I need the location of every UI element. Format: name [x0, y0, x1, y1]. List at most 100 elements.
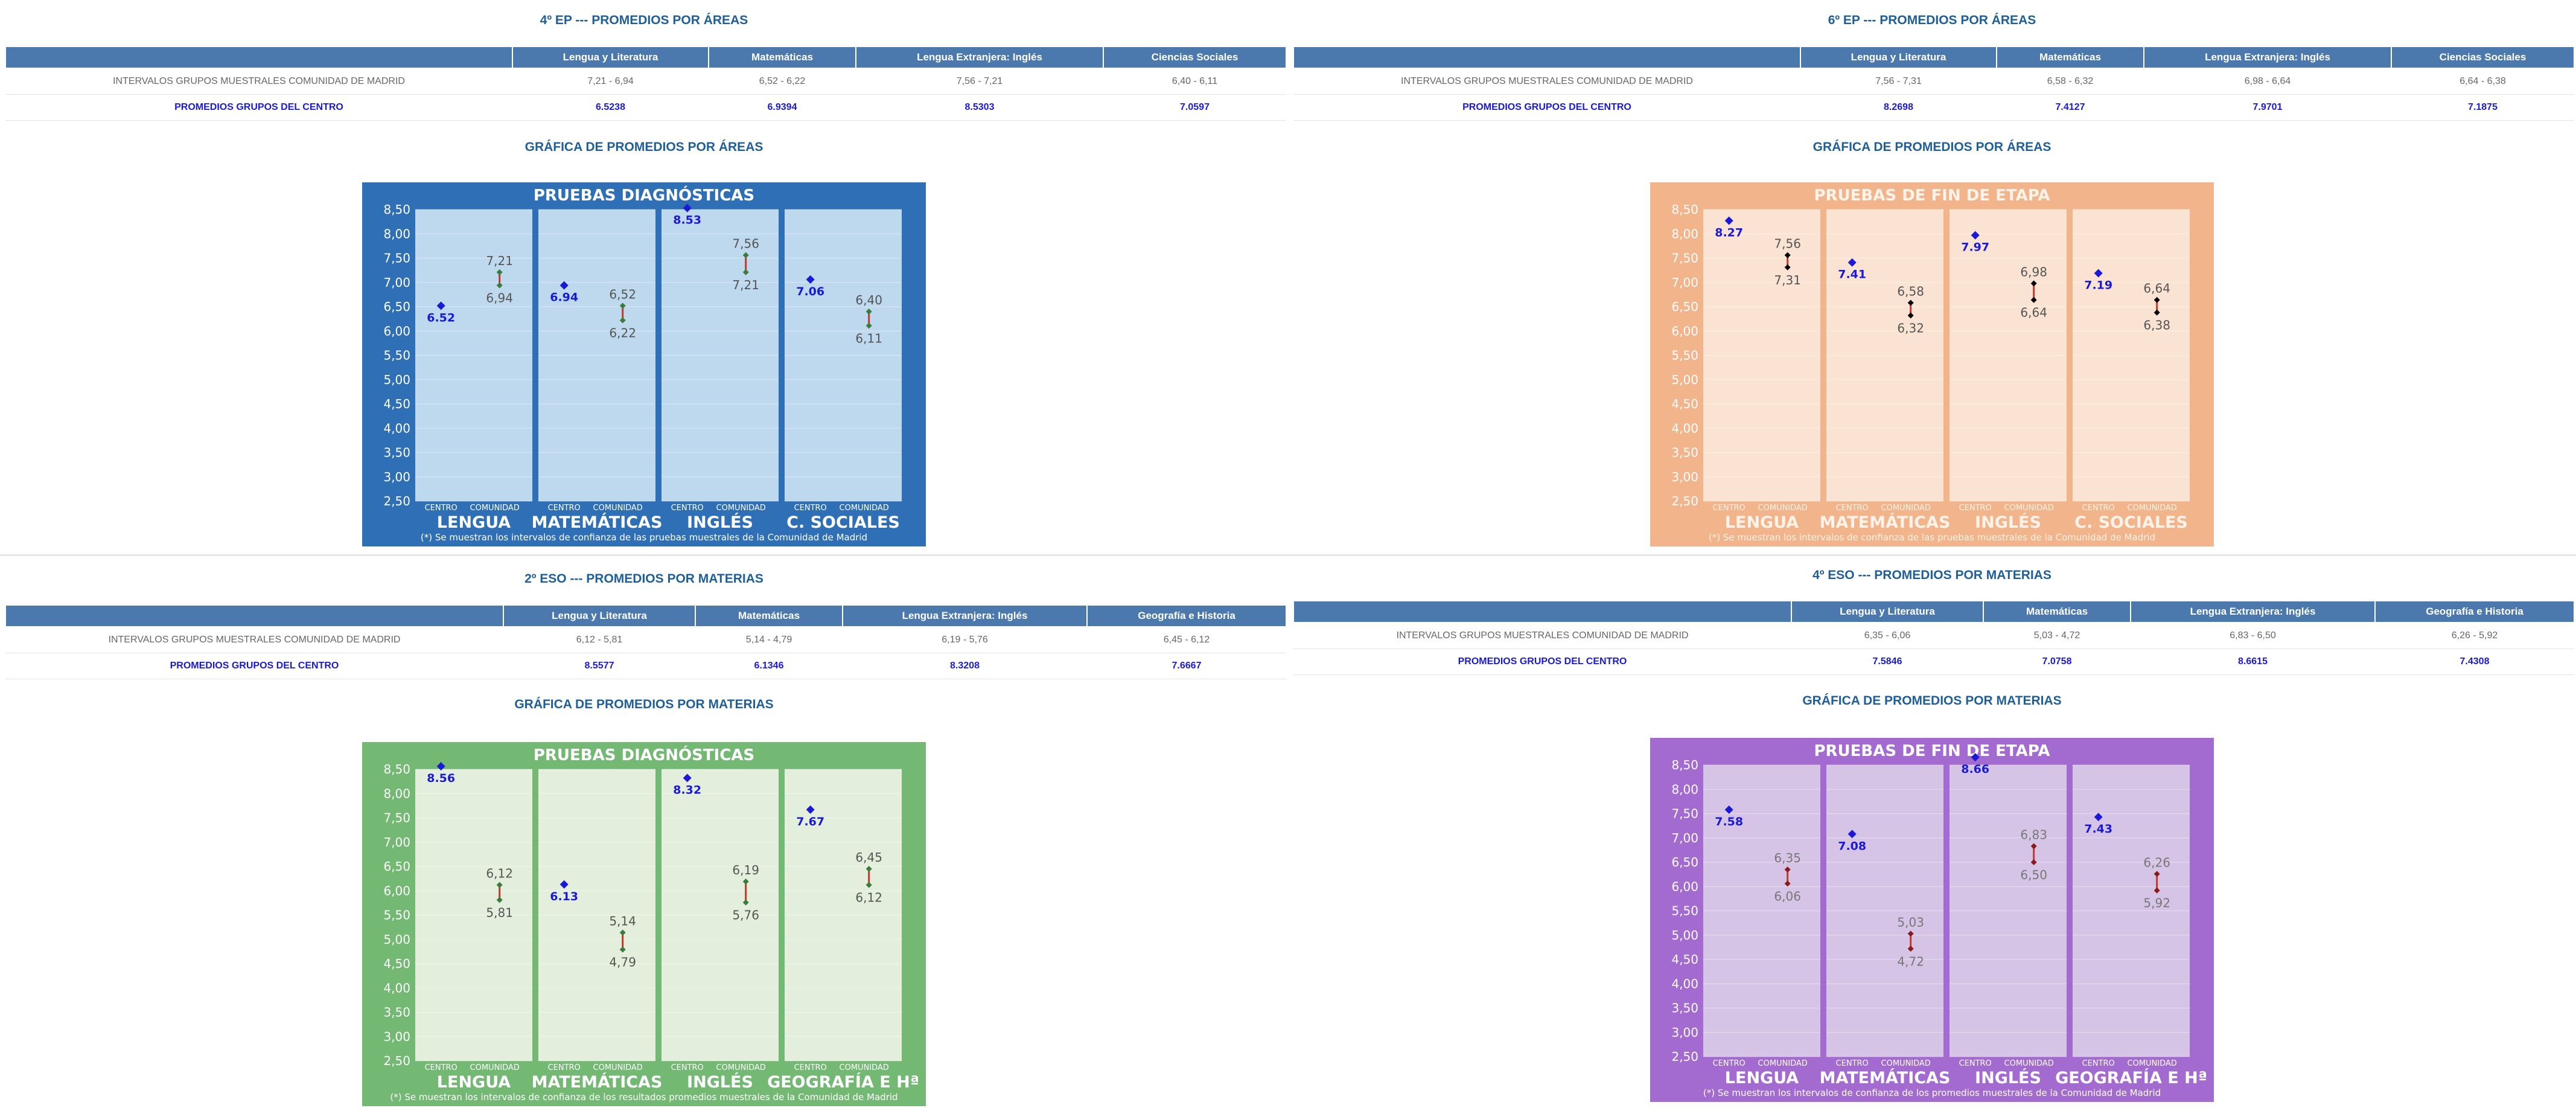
category-label: C. SOCIALES — [786, 513, 900, 532]
table-cell: 8.6615 — [2131, 648, 2375, 675]
sub-label-centro: CENTRO — [1959, 504, 1992, 513]
interval-high-label: 6,64 — [2143, 281, 2170, 296]
centro-value-label: 8.27 — [1715, 226, 1743, 240]
table-cell: 7,21 - 6,94 — [512, 68, 709, 95]
sub-label-comunidad: COMUNIDAD — [470, 504, 520, 513]
interval-high-label: 6,35 — [1774, 851, 1801, 865]
header-sociales: Ciencias Sociales — [2391, 46, 2575, 69]
category-label: MATEMÁTICAS — [1820, 513, 1951, 532]
y-tick-label: 7,50 — [1671, 251, 1698, 266]
category-panel — [662, 769, 779, 1061]
interval-high-point — [742, 252, 749, 258]
table-cell: 7.6667 — [1087, 653, 1286, 679]
sub-label-comunidad: COMUNIDAD — [2004, 1059, 2054, 1068]
interval-low-point — [619, 946, 626, 953]
interval-high-label: 6,19 — [732, 863, 759, 877]
y-tick-label: 5,50 — [383, 908, 410, 923]
category-panel — [2073, 210, 2190, 501]
chart-footnote: (*) Se muestran los intervalos de confia… — [1709, 532, 2155, 543]
table-cell: 7.1875 — [2391, 94, 2574, 121]
y-tick-label: 8,50 — [1671, 202, 1698, 217]
table-cell: 6.1346 — [695, 653, 843, 679]
table-cell: 7.0758 — [1983, 648, 2131, 675]
row-label-intervals: INTERVALOS GRUPOS MUESTRALES COMUNIDAD D… — [5, 68, 512, 95]
sub-label-comunidad: COMUNIDAD — [593, 504, 643, 513]
sub-label-centro: CENTRO — [2082, 1059, 2115, 1068]
section-6ep: 6º EP --- PROMEDIOS POR ÁREAS Lengua y L… — [1288, 0, 2576, 556]
interval-low-point — [619, 317, 626, 324]
sub-label-centro: CENTRO — [548, 504, 581, 513]
interval-high-point — [496, 882, 503, 888]
interval-high-label: 7,56 — [1774, 237, 1801, 251]
table-cell: 7.0597 — [1103, 94, 1286, 121]
centro-point — [806, 805, 815, 814]
interval-low-point — [742, 899, 749, 906]
results-table: Lengua y Literatura Matemáticas Lengua E… — [1293, 600, 2575, 675]
table-cell: 6,52 - 6,22 — [709, 68, 856, 95]
y-tick-label: 8,00 — [383, 226, 410, 241]
table-cell: 7.5846 — [1791, 648, 1983, 675]
category-label: LENGUA — [1725, 1069, 1799, 1087]
table-cell: 7,56 - 7,21 — [856, 68, 1103, 95]
category-label: INGLÉS — [687, 513, 753, 532]
interval-high-point — [866, 309, 872, 315]
y-tick-label: 5,50 — [383, 348, 410, 363]
interval-low-label: 6,22 — [609, 326, 636, 341]
y-tick-label: 3,50 — [1671, 1001, 1698, 1016]
interval-high-point — [866, 866, 872, 872]
y-tick-label: 3,00 — [1671, 1025, 1698, 1040]
interval-high-point — [1907, 299, 1914, 306]
category-label: MATEMÁTICAS — [532, 1072, 663, 1092]
centro-point — [1971, 753, 1980, 762]
chart-svg: PRUEBAS DE FIN DE ETAPA 8,50 8,00 7,50 7,00 6… — [1650, 182, 2214, 546]
interval-low-point — [496, 282, 503, 289]
table-cell: 6,45 - 6,12 — [1087, 627, 1286, 653]
header-matematicas: Matemáticas — [1996, 46, 2144, 69]
y-tick-label: 8,00 — [1671, 226, 1698, 241]
y-tick-label: 6,00 — [1671, 324, 1698, 338]
interval-low-label: 6,94 — [486, 291, 513, 306]
results-table: Lengua y Literatura Matemáticas Lengua E… — [5, 46, 1287, 121]
y-tick-label: 6,50 — [1671, 855, 1698, 869]
section-2eso: 2º ESO --- PROMEDIOS POR MATERIAS Lengua… — [0, 559, 1288, 1111]
row-label-centro: PROMEDIOS GRUPOS DEL CENTRO — [1293, 94, 1800, 121]
category-panel — [785, 210, 902, 501]
y-tick-label: 4,00 — [1671, 421, 1698, 435]
results-table: Lengua y Literatura Matemáticas Lengua E… — [5, 604, 1287, 679]
centro-value-label: 7.43 — [2084, 822, 2112, 836]
centro-point — [1724, 216, 1733, 225]
category-label: MATEMÁTICAS — [1820, 1068, 1951, 1087]
interval-high-point — [2154, 296, 2160, 303]
y-tick-label: 7,50 — [383, 251, 410, 266]
chart-footnote: (*) Se muestran los intervalos de confia… — [1703, 1087, 2161, 1098]
interval-low-label: 6,06 — [1774, 889, 1801, 903]
sub-label-comunidad: COMUNIDAD — [2128, 504, 2177, 513]
interval-low-point — [1784, 264, 1791, 271]
interval-low-label: 5,76 — [732, 908, 759, 923]
y-tick-label: 5,00 — [383, 932, 410, 947]
category-panel — [538, 769, 655, 1061]
sub-label-centro: CENTRO — [425, 1063, 457, 1072]
category-panel — [1826, 210, 1943, 501]
sub-label-centro: CENTRO — [2082, 504, 2115, 513]
table-cell: 6,83 - 6,50 — [2131, 623, 2375, 649]
header-matematicas: Matemáticas — [708, 46, 856, 69]
graph-title: GRÁFICA DE PROMEDIOS POR MATERIAS — [1802, 694, 2062, 708]
centro-point — [1848, 258, 1857, 267]
y-tick-label: 8,50 — [383, 202, 410, 217]
sub-label-comunidad: COMUNIDAD — [716, 1063, 766, 1072]
y-tick-label: 6,50 — [383, 859, 410, 874]
category-label: INGLÉS — [1975, 513, 2041, 532]
interval-high-label: 6,98 — [2020, 264, 2047, 279]
category-label: MATEMÁTICAS — [532, 513, 663, 532]
sub-label-centro: CENTRO — [425, 504, 457, 513]
y-tick-label: 5,00 — [1671, 373, 1698, 387]
y-tick-label: 6,50 — [1671, 299, 1698, 314]
interval-low-point — [866, 322, 872, 329]
interval-low-label: 6,12 — [855, 891, 882, 905]
chart-footnote: (*) Se muestran los intervalos de confia… — [390, 1092, 897, 1103]
y-tick-label: 7,50 — [383, 811, 410, 825]
y-tick-label: 7,00 — [383, 835, 410, 850]
sub-label-centro: CENTRO — [1959, 1059, 1992, 1068]
sub-label-centro: CENTRO — [794, 1063, 827, 1072]
